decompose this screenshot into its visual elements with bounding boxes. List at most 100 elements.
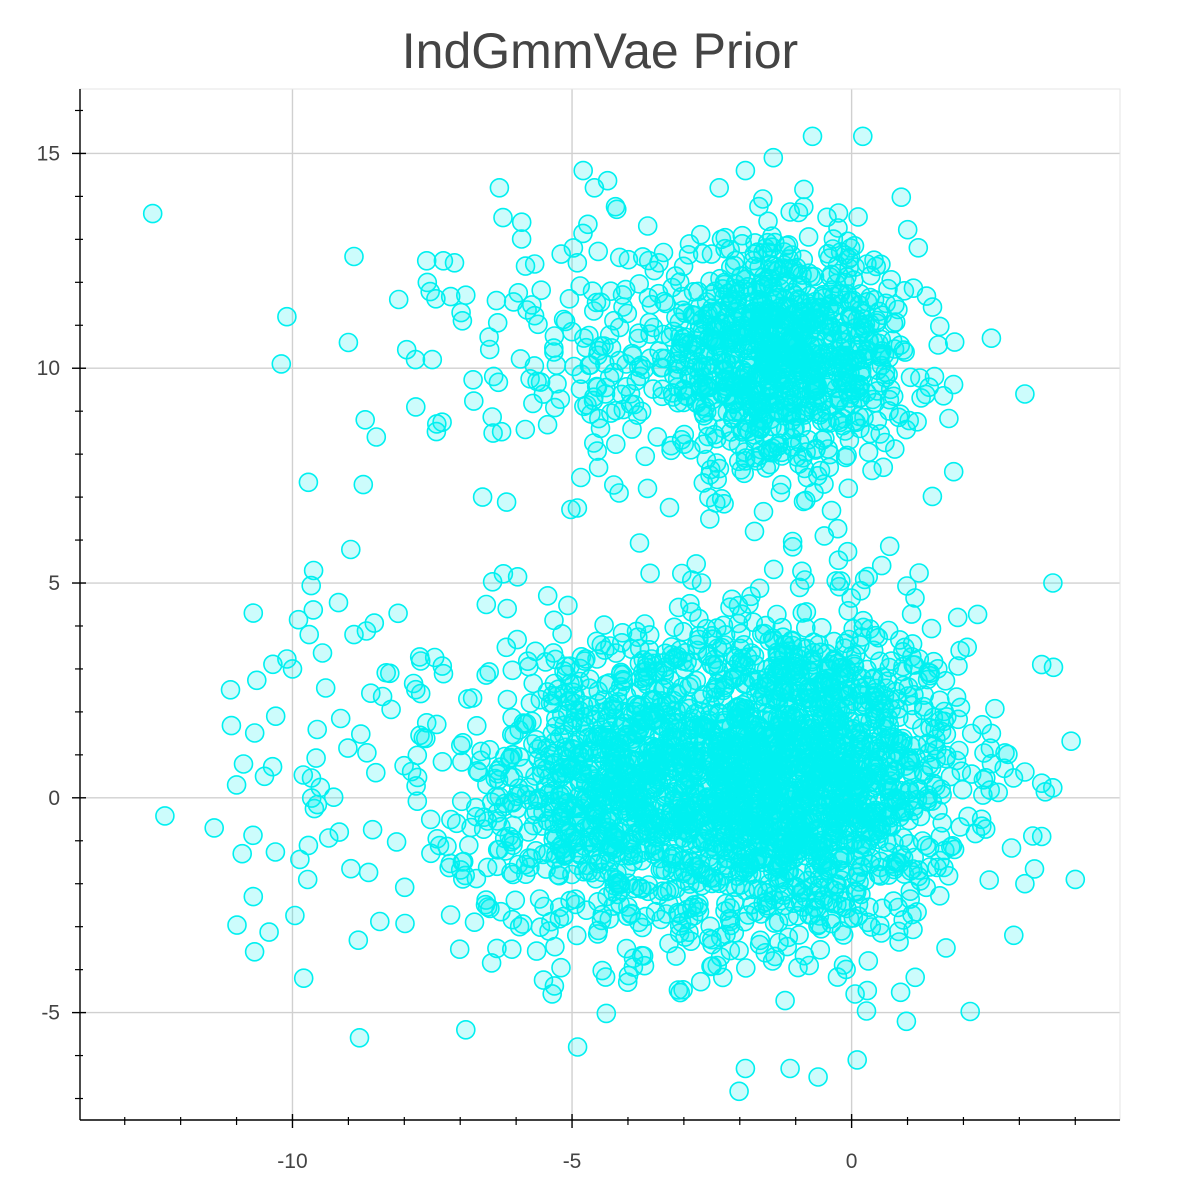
data-point — [944, 332, 965, 352]
data-point — [586, 292, 607, 313]
data-point — [501, 939, 522, 960]
data-point — [575, 649, 596, 669]
data-point — [951, 761, 972, 782]
data-point — [763, 379, 784, 400]
data-point — [850, 322, 871, 343]
data-point — [879, 536, 900, 557]
data-point — [673, 979, 693, 1000]
data-point — [515, 419, 536, 440]
data-point — [890, 780, 911, 801]
data-point — [1015, 762, 1035, 782]
data-point — [924, 735, 945, 756]
data-point — [853, 610, 874, 631]
data-point — [767, 642, 788, 663]
data-point — [820, 909, 841, 929]
data-point — [903, 859, 923, 879]
data-point — [581, 844, 602, 865]
data-point — [394, 877, 415, 898]
data-point — [975, 767, 996, 788]
data-point — [664, 617, 685, 638]
data-point — [798, 689, 819, 710]
data-point — [761, 341, 782, 361]
data-point — [357, 742, 377, 763]
data-point — [432, 412, 452, 433]
data-point — [369, 911, 390, 932]
data-point — [777, 403, 798, 424]
data-point — [604, 310, 624, 331]
data-point — [637, 216, 658, 236]
data-point — [635, 906, 656, 927]
data-point — [802, 875, 823, 896]
data-point — [772, 446, 792, 466]
data-point — [243, 603, 264, 623]
data-point — [867, 410, 888, 431]
data-point — [529, 889, 550, 909]
data-point — [355, 409, 376, 430]
data-point — [271, 354, 292, 374]
data-point — [453, 732, 473, 753]
data-point — [735, 160, 756, 181]
data-point — [616, 801, 637, 821]
data-point — [689, 608, 709, 629]
data-point — [792, 603, 813, 623]
data-point — [733, 634, 754, 655]
data-point — [711, 488, 732, 509]
data-point — [530, 689, 551, 710]
data-point — [407, 767, 428, 788]
data-point — [943, 461, 964, 482]
data-point — [840, 238, 861, 258]
data-point — [577, 395, 597, 415]
data-point — [890, 798, 911, 819]
data-point — [265, 842, 286, 862]
data-point — [667, 646, 688, 667]
data-point — [623, 948, 644, 969]
data-point — [836, 959, 856, 980]
data-point — [588, 457, 609, 478]
data-point — [843, 270, 864, 290]
data-point — [433, 663, 454, 684]
data-point — [605, 434, 626, 455]
data-point — [451, 791, 472, 812]
data-point — [155, 806, 175, 826]
data-point — [723, 667, 743, 688]
data-point — [246, 670, 267, 691]
data-point — [740, 389, 761, 409]
data-point — [220, 679, 241, 700]
data-point — [682, 304, 703, 325]
data-point — [528, 314, 548, 335]
data-point — [659, 497, 680, 518]
data-point — [341, 858, 361, 879]
data-point — [922, 297, 943, 317]
data-point — [693, 733, 714, 753]
data-point — [606, 199, 627, 220]
data-point — [808, 1067, 828, 1087]
data-point — [328, 592, 349, 613]
data-point — [663, 387, 683, 407]
data-point — [827, 255, 848, 276]
data-point — [606, 400, 626, 421]
data-point — [587, 377, 608, 398]
data-point — [902, 904, 922, 925]
data-point — [803, 632, 824, 653]
data-point — [366, 427, 387, 447]
data-point — [388, 603, 408, 624]
data-point — [864, 289, 885, 310]
data-point — [312, 643, 333, 663]
data-point — [702, 302, 722, 323]
data-point — [702, 956, 722, 976]
data-point — [698, 377, 719, 398]
data-point — [232, 843, 252, 864]
data-point — [768, 912, 789, 932]
data-point — [348, 930, 369, 951]
data-point — [605, 708, 626, 728]
data-point — [848, 906, 869, 926]
data-point — [811, 297, 832, 318]
data-point — [823, 329, 843, 350]
data-points — [142, 126, 1086, 1102]
data-point — [482, 571, 503, 592]
data-point — [670, 338, 691, 359]
data-point — [724, 255, 745, 276]
data-point — [881, 269, 902, 290]
data-point — [705, 687, 726, 708]
data-point — [548, 865, 568, 885]
